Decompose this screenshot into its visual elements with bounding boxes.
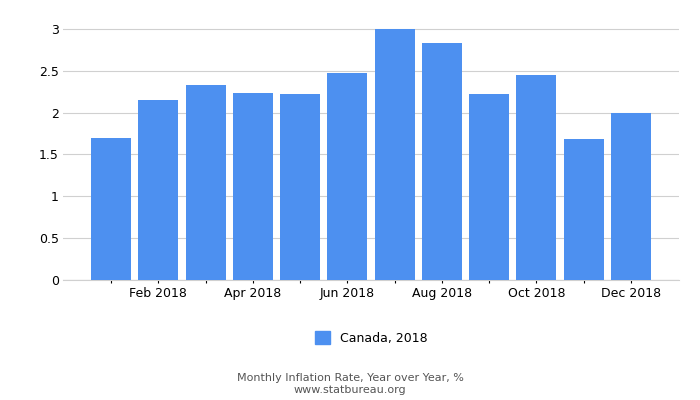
- Text: www.statbureau.org: www.statbureau.org: [294, 385, 406, 395]
- Bar: [564, 139, 603, 280]
- Bar: [280, 94, 320, 280]
- Bar: [139, 100, 178, 280]
- Bar: [422, 43, 462, 280]
- Bar: [611, 112, 651, 280]
- Legend: Canada, 2018: Canada, 2018: [309, 326, 433, 350]
- Bar: [374, 29, 414, 280]
- Bar: [233, 93, 273, 280]
- Bar: [328, 73, 368, 280]
- Bar: [517, 75, 556, 280]
- Text: Monthly Inflation Rate, Year over Year, %: Monthly Inflation Rate, Year over Year, …: [237, 373, 463, 383]
- Bar: [469, 94, 509, 280]
- Bar: [186, 85, 225, 280]
- Bar: [91, 138, 131, 280]
